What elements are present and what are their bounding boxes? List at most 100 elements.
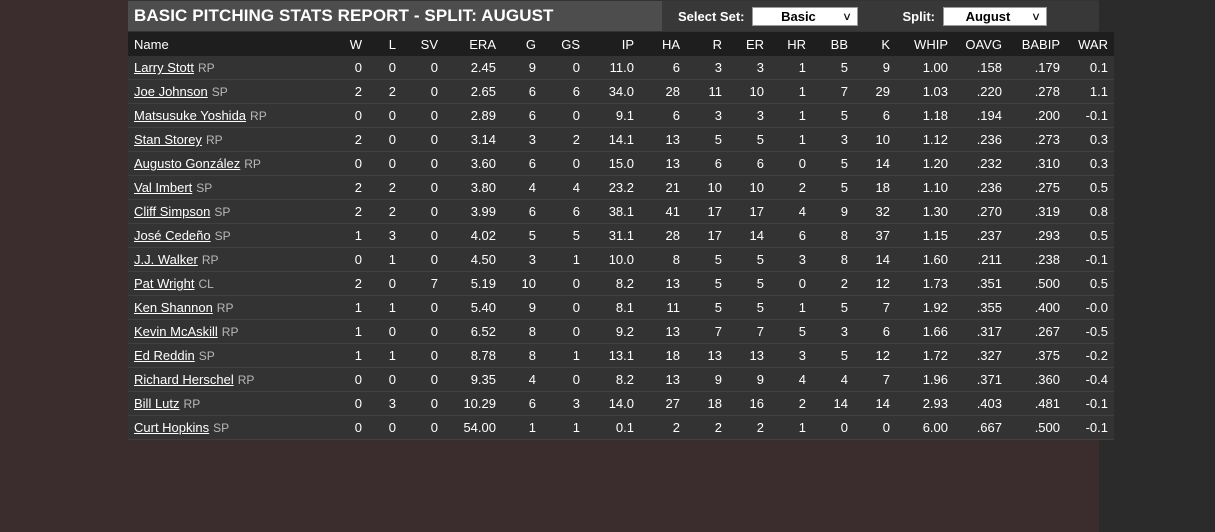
split-dropdown[interactable]: August ∨: [942, 6, 1047, 26]
stat-cell-war: -0.0: [1066, 295, 1114, 320]
stat-cell-w: 2: [330, 79, 368, 104]
stat-cell-era: 2.65: [444, 79, 502, 104]
chevron-down-icon: ∨: [1030, 9, 1041, 23]
stat-cell-g: 5: [502, 223, 542, 248]
stat-cell-l: 1: [368, 295, 402, 320]
stat-cell-er: 16: [728, 391, 770, 416]
stat-cell-hr: 6: [770, 223, 812, 248]
stat-cell-hr: 1: [770, 79, 812, 104]
column-header-g[interactable]: G: [502, 32, 542, 56]
column-header-r[interactable]: R: [686, 32, 728, 56]
stat-cell-er: 2: [728, 415, 770, 440]
stat-cell-l: 3: [368, 223, 402, 248]
stat-cell-gs: 0: [542, 271, 586, 296]
player-position-label: SP: [214, 205, 231, 219]
stat-cell-era: 9.35: [444, 367, 502, 392]
stat-cell-gs: 6: [542, 79, 586, 104]
column-header-gs[interactable]: GS: [542, 32, 586, 56]
stat-cell-hr: 0: [770, 271, 812, 296]
stat-cell-ip: 23.2: [586, 175, 640, 200]
player-name-link[interactable]: Kevin McAskill: [134, 324, 218, 339]
stat-cell-ha: 13: [640, 127, 686, 152]
stat-cell-whip: 1.92: [896, 295, 954, 320]
player-name-link[interactable]: Pat Wright: [134, 276, 195, 291]
player-name-link[interactable]: J.J. Walker: [134, 252, 198, 267]
player-name-link[interactable]: José Cedeño: [134, 228, 211, 243]
stat-cell-war: -0.2: [1066, 343, 1114, 368]
stat-cell-l: 2: [368, 175, 402, 200]
stat-cell-k: 9: [854, 56, 896, 80]
player-name-link[interactable]: Larry Stott: [134, 60, 194, 75]
column-header-w[interactable]: W: [330, 32, 368, 56]
stat-cell-hr: 1: [770, 127, 812, 152]
column-header-era[interactable]: ERA: [444, 32, 502, 56]
player-name-link[interactable]: Cliff Simpson: [134, 204, 211, 219]
column-header-war[interactable]: WAR: [1066, 32, 1114, 56]
stat-cell-w: 1: [330, 295, 368, 320]
column-header-name[interactable]: Name: [128, 32, 330, 56]
stat-cell-whip: 1.30: [896, 199, 954, 224]
player-name-cell: Kevin McAskill RP: [128, 319, 330, 344]
player-name-link[interactable]: Richard Herschel: [134, 372, 234, 387]
column-header-k[interactable]: K: [854, 32, 896, 56]
stat-cell-ha: 13: [640, 271, 686, 296]
stat-cell-g: 8: [502, 343, 542, 368]
column-header-oavg[interactable]: OAVG: [954, 32, 1008, 56]
player-name-link[interactable]: Ken Shannon: [134, 300, 213, 315]
stat-cell-babip: .179: [1008, 56, 1066, 80]
stat-cell-l: 0: [368, 127, 402, 152]
player-position-label: SP: [213, 421, 230, 435]
stat-cell-babip: .267: [1008, 319, 1066, 344]
column-header-ip[interactable]: IP: [586, 32, 640, 56]
stat-cell-ip: 8.2: [586, 271, 640, 296]
column-header-bb[interactable]: BB: [812, 32, 854, 56]
column-header-sv[interactable]: SV: [402, 32, 444, 56]
player-position-label: RP: [183, 397, 201, 411]
stat-cell-ip: 8.2: [586, 367, 640, 392]
player-name-link[interactable]: Bill Lutz: [134, 396, 180, 411]
stat-cell-sv: 0: [402, 127, 444, 152]
stat-cell-er: 5: [728, 295, 770, 320]
stat-cell-g: 9: [502, 295, 542, 320]
player-name-link[interactable]: Ed Reddin: [134, 348, 195, 363]
stat-cell-ha: 21: [640, 175, 686, 200]
column-header-babip[interactable]: BABIP: [1008, 32, 1066, 56]
stat-cell-gs: 1: [542, 415, 586, 440]
stat-cell-hr: 1: [770, 415, 812, 440]
stat-cell-gs: 2: [542, 127, 586, 152]
stat-cell-bb: 5: [812, 175, 854, 200]
column-header-whip[interactable]: WHIP: [896, 32, 954, 56]
stat-cell-l: 1: [368, 247, 402, 272]
stat-cell-ip: 34.0: [586, 79, 640, 104]
player-position-label: RP: [244, 157, 261, 171]
player-position-label: RP: [197, 61, 215, 75]
stat-cell-k: 29: [854, 79, 896, 104]
stat-cell-oavg: .236: [954, 127, 1008, 152]
column-header-er[interactable]: ER: [728, 32, 770, 56]
column-header-hr[interactable]: HR: [770, 32, 812, 56]
stat-cell-era: 2.45: [444, 56, 502, 80]
player-name-link[interactable]: Joe Johnson: [134, 84, 208, 99]
stat-cell-r: 5: [686, 295, 728, 320]
player-name-cell: José Cedeño SP: [128, 223, 330, 248]
table-row: Val Imbert SP 2 2 0 3.80 4 4 23.2 21 10 10 2 5 18 1.10.…: [128, 175, 1114, 200]
player-name-link[interactable]: Matsusuke Yoshida: [134, 108, 247, 123]
stat-cell-g: 8: [502, 319, 542, 344]
stat-cell-ip: 9.2: [586, 319, 640, 344]
table-body: Larry Stott RP 0 0 0 2.45 9 0 11.0 6 3 3 1 5 9 1.00.158…: [128, 56, 1114, 440]
player-name-link[interactable]: Curt Hopkins: [134, 420, 210, 435]
stat-cell-w: 0: [330, 367, 368, 392]
player-name-link[interactable]: Augusto González: [134, 156, 241, 171]
stat-cell-k: 18: [854, 175, 896, 200]
table-header: Name W L SV ERA G GS IP HA R ER HR BB K WHIP OAVG BABIP W…: [128, 32, 1114, 56]
player-name-link[interactable]: Stan Storey: [134, 132, 202, 147]
stat-cell-er: 3: [728, 103, 770, 128]
stat-cell-sv: 0: [402, 79, 444, 104]
player-name-link[interactable]: Val Imbert: [134, 180, 193, 195]
column-header-ha[interactable]: HA: [640, 32, 686, 56]
stat-cell-er: 5: [728, 271, 770, 296]
stat-cell-ip: 11.0: [586, 56, 640, 80]
stat-cell-r: 5: [686, 271, 728, 296]
select-set-dropdown[interactable]: Basic ∨: [752, 6, 859, 26]
column-header-l[interactable]: L: [368, 32, 402, 56]
